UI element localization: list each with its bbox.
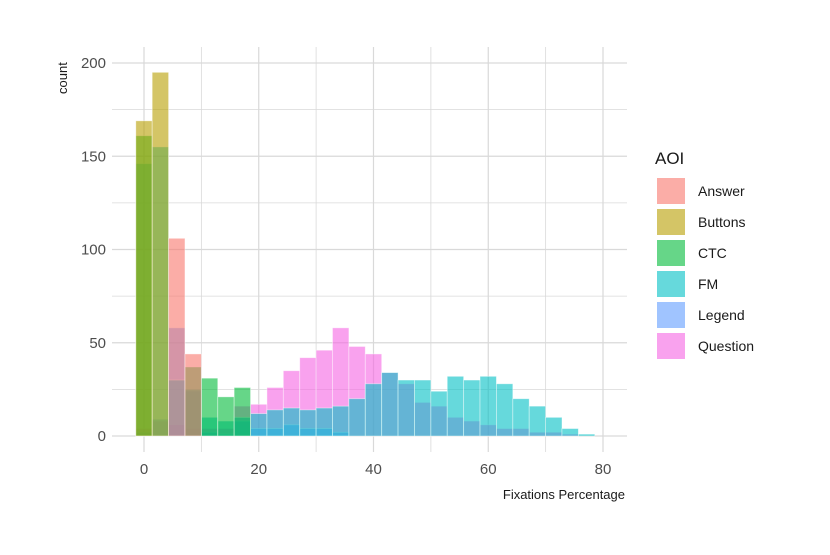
bar-answer	[184, 353, 202, 437]
legend-key-answer	[657, 178, 685, 204]
bar-buttons	[135, 120, 153, 437]
legend-title: AOI	[655, 149, 684, 168]
tick-labels: 0 50 100 150 200 0 20 40 60 80	[81, 55, 611, 478]
x-tick-label: 80	[595, 461, 612, 478]
legend-key-legend	[657, 302, 685, 328]
bar-fm	[299, 409, 317, 437]
legend-key-question	[657, 333, 685, 359]
legend-label-legend: Legend	[698, 307, 745, 323]
bar-ctc	[217, 396, 235, 437]
x-tick-label: 40	[365, 461, 382, 478]
bar-ctc	[233, 387, 251, 437]
bar-fm	[545, 416, 563, 437]
bar-fm	[496, 383, 514, 437]
bar-fm	[332, 405, 350, 437]
bar-fm	[250, 413, 268, 437]
y-axis-title: count	[55, 62, 70, 94]
legend-label-answer: Answer	[698, 183, 745, 199]
bar-ctc	[200, 377, 219, 437]
legend-label-buttons: Buttons	[698, 214, 745, 230]
y-tick-label: 0	[98, 428, 106, 445]
bar-fm	[414, 379, 432, 437]
bar-fm	[463, 379, 481, 437]
y-tick-label: 150	[81, 148, 106, 165]
legend-label-ctc: CTC	[698, 245, 727, 261]
bar-fm	[282, 407, 301, 437]
bar-fm	[266, 409, 284, 437]
bar-fm	[381, 372, 399, 437]
bar-fm	[430, 390, 448, 437]
bar-fm	[479, 375, 497, 437]
y-tick-label: 50	[89, 335, 106, 352]
bar-fm	[315, 407, 333, 437]
bar-fm	[577, 433, 596, 437]
legend-key-buttons	[657, 209, 685, 235]
x-axis-title: Fixations Percentage	[503, 487, 625, 502]
bar-fm	[348, 398, 366, 437]
bar-fm	[561, 428, 579, 437]
bar-answer	[168, 237, 186, 437]
legend-label-question: Question	[698, 338, 754, 354]
y-tick-label: 100	[81, 242, 106, 259]
legend-key-fm	[657, 271, 685, 297]
bar-fm	[364, 383, 383, 437]
x-tick-label: 20	[250, 461, 267, 478]
x-tick-label: 60	[480, 461, 497, 478]
bar-fm	[512, 398, 530, 437]
bars	[135, 71, 596, 437]
bar-fm	[446, 375, 465, 437]
x-tick-label: 0	[140, 461, 148, 478]
y-tick-label: 200	[81, 55, 106, 72]
bar-buttons	[151, 71, 169, 437]
legend-label-fm: FM	[698, 276, 718, 292]
bar-fm	[528, 405, 546, 437]
bar-fm	[397, 379, 415, 437]
legend: AOI Answer Buttons CTC FM Legend Question	[655, 149, 754, 359]
legend-key-ctc	[657, 240, 685, 266]
